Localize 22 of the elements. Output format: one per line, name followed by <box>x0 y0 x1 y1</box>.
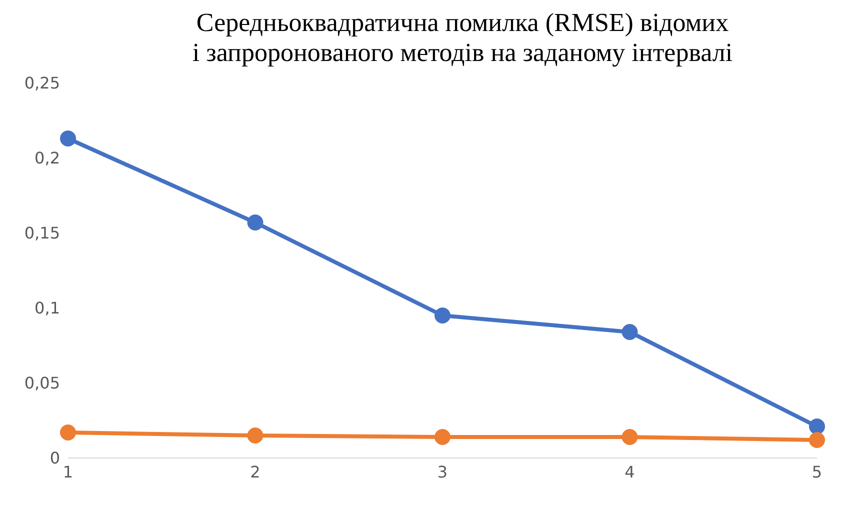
point <box>809 432 825 448</box>
point <box>434 308 450 324</box>
y-tick-label: 0,25 <box>24 74 60 93</box>
point <box>622 324 638 340</box>
point <box>60 424 76 440</box>
point <box>809 418 825 434</box>
x-tick-label: 5 <box>812 462 822 482</box>
x-tick-label: 2 <box>250 462 260 482</box>
y-tick-label: 0,1 <box>34 298 60 318</box>
y-tick-label: 0,2 <box>34 148 60 168</box>
x-tick-label: 1 <box>62 462 74 482</box>
point <box>247 428 264 444</box>
chart-title: Середньоквадратична помилка (RMSE) відомих і запроронованого методів на заданому інтервалі <box>191 8 734 68</box>
x-tick-label: 4 <box>624 462 635 482</box>
y-tick-label: 0,05 <box>24 374 60 393</box>
point <box>60 130 76 146</box>
point <box>247 214 264 230</box>
x-tick-label: 3 <box>437 462 448 482</box>
point <box>434 429 450 445</box>
point <box>622 429 638 445</box>
y-tick-label: 0 <box>50 448 60 468</box>
y-tick-label: 0,15 <box>24 224 60 243</box>
